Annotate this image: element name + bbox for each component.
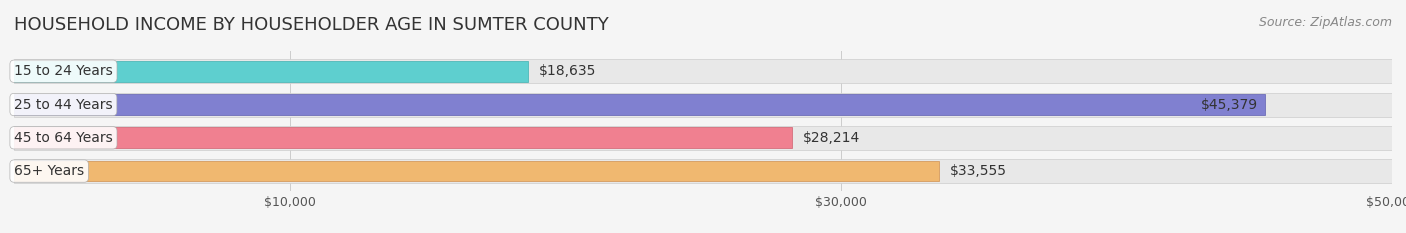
Text: Source: ZipAtlas.com: Source: ZipAtlas.com (1258, 16, 1392, 29)
Bar (14, 94, 1264, 115)
Text: $45,379: $45,379 (1201, 98, 1258, 112)
Text: $33,555: $33,555 (950, 164, 1007, 178)
Bar (14, 161, 939, 182)
Bar (14, 126, 1392, 150)
Text: $28,214: $28,214 (803, 131, 860, 145)
Text: 65+ Years: 65+ Years (14, 164, 84, 178)
Bar (14, 93, 1392, 116)
Bar (14, 61, 527, 82)
Bar (14, 159, 1392, 183)
Text: $18,635: $18,635 (538, 64, 596, 78)
Text: 25 to 44 Years: 25 to 44 Years (14, 98, 112, 112)
Bar (14, 59, 1392, 83)
Text: 45 to 64 Years: 45 to 64 Years (14, 131, 112, 145)
Bar (14, 127, 792, 148)
Text: HOUSEHOLD INCOME BY HOUSEHOLDER AGE IN SUMTER COUNTY: HOUSEHOLD INCOME BY HOUSEHOLDER AGE IN S… (14, 16, 609, 34)
Text: 15 to 24 Years: 15 to 24 Years (14, 64, 112, 78)
